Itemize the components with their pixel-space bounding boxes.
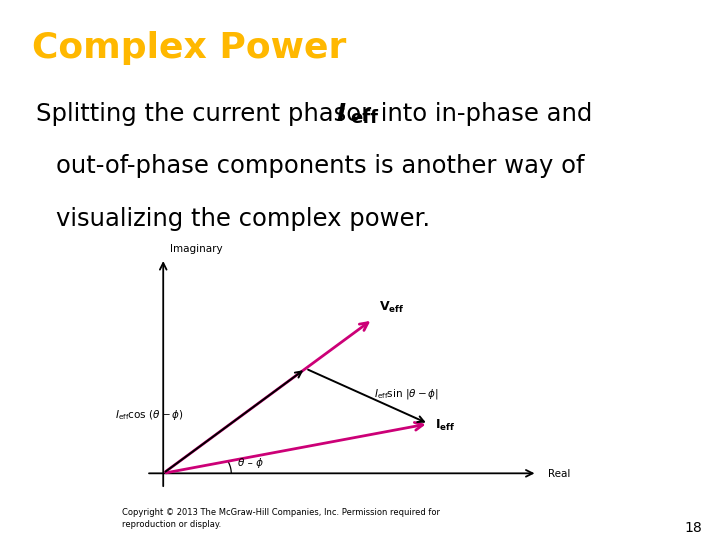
Text: $\mathbf{I}_{\mathbf{eff}}$: $\mathbf{I}_{\mathbf{eff}}$ bbox=[436, 418, 456, 433]
Text: eff: eff bbox=[351, 109, 379, 126]
Text: Real: Real bbox=[548, 469, 570, 480]
Text: $I_{\rm eff}\sin\,|\theta - \phi|$: $I_{\rm eff}\sin\,|\theta - \phi|$ bbox=[374, 387, 438, 401]
Text: visualizing the complex power.: visualizing the complex power. bbox=[56, 207, 431, 231]
Text: out-of-phase components is another way of: out-of-phase components is another way o… bbox=[56, 154, 585, 178]
Text: $I_{\rm eff}\cos\,(\theta - \phi)$: $I_{\rm eff}\cos\,(\theta - \phi)$ bbox=[115, 408, 184, 422]
Text: Complex Power: Complex Power bbox=[32, 31, 347, 64]
Text: Imaginary: Imaginary bbox=[170, 244, 222, 254]
Text: θ – ϕ: θ – ϕ bbox=[238, 458, 263, 468]
Text: 18: 18 bbox=[684, 522, 702, 536]
Text: $\mathbf{V}_{\mathbf{eff}}$: $\mathbf{V}_{\mathbf{eff}}$ bbox=[379, 300, 405, 315]
Text: I: I bbox=[337, 102, 346, 126]
Text: into in-phase and: into in-phase and bbox=[373, 102, 593, 126]
Text: Copyright © 2013 The McGraw-Hill Companies, Inc. Permission required for
reprodu: Copyright © 2013 The McGraw-Hill Compani… bbox=[122, 508, 441, 529]
Text: Splitting the current phasor: Splitting the current phasor bbox=[36, 102, 379, 126]
